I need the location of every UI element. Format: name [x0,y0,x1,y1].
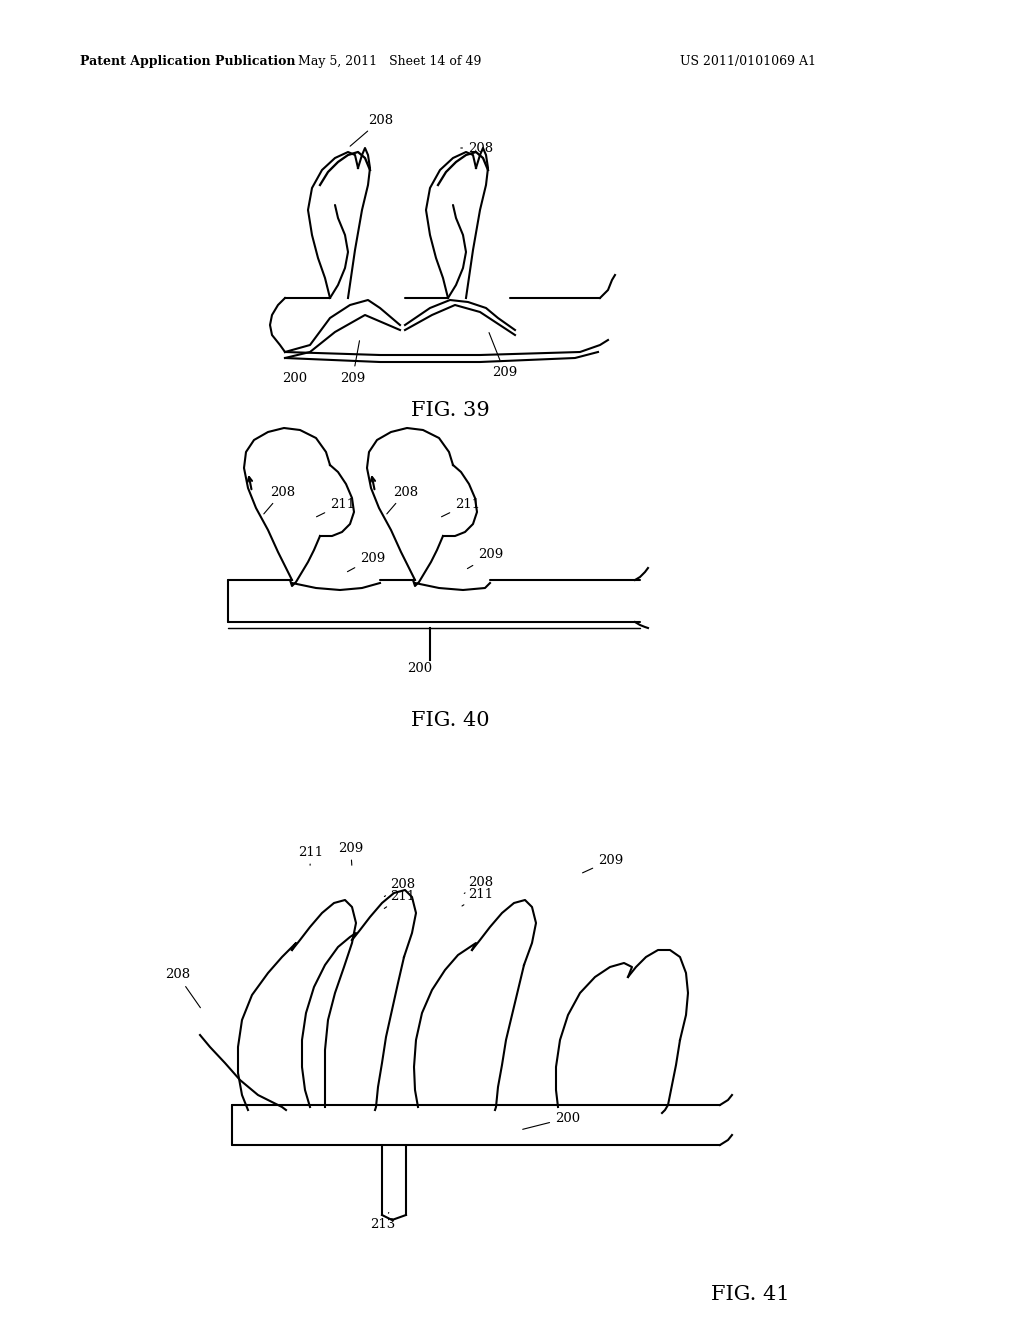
Text: 208: 208 [387,486,418,513]
Text: 213: 213 [370,1213,395,1232]
Text: 208: 208 [464,875,494,894]
Text: 200: 200 [522,1111,581,1130]
Text: 211: 211 [441,498,480,516]
Text: 200: 200 [282,371,307,384]
Text: 208: 208 [165,969,201,1007]
Text: FIG. 41: FIG. 41 [711,1286,790,1304]
Text: 200: 200 [408,661,432,675]
Text: May 5, 2011   Sheet 14 of 49: May 5, 2011 Sheet 14 of 49 [298,55,481,69]
Text: 209: 209 [340,341,366,384]
Text: FIG. 40: FIG. 40 [411,710,489,730]
Text: 208: 208 [461,141,494,154]
Text: 209: 209 [489,333,517,379]
Text: 209: 209 [467,549,503,569]
Text: Patent Application Publication: Patent Application Publication [80,55,296,69]
Text: 211: 211 [384,890,415,908]
Text: 209: 209 [583,854,624,873]
Text: 209: 209 [347,552,385,572]
Text: US 2011/0101069 A1: US 2011/0101069 A1 [680,55,816,69]
Text: FIG. 39: FIG. 39 [411,400,489,420]
Text: 211: 211 [462,887,494,906]
Text: 211: 211 [316,498,355,516]
Text: 211: 211 [298,846,324,865]
Text: 208: 208 [384,879,415,896]
Text: 209: 209 [338,842,364,865]
Text: 208: 208 [350,114,393,147]
Text: 208: 208 [264,486,295,513]
